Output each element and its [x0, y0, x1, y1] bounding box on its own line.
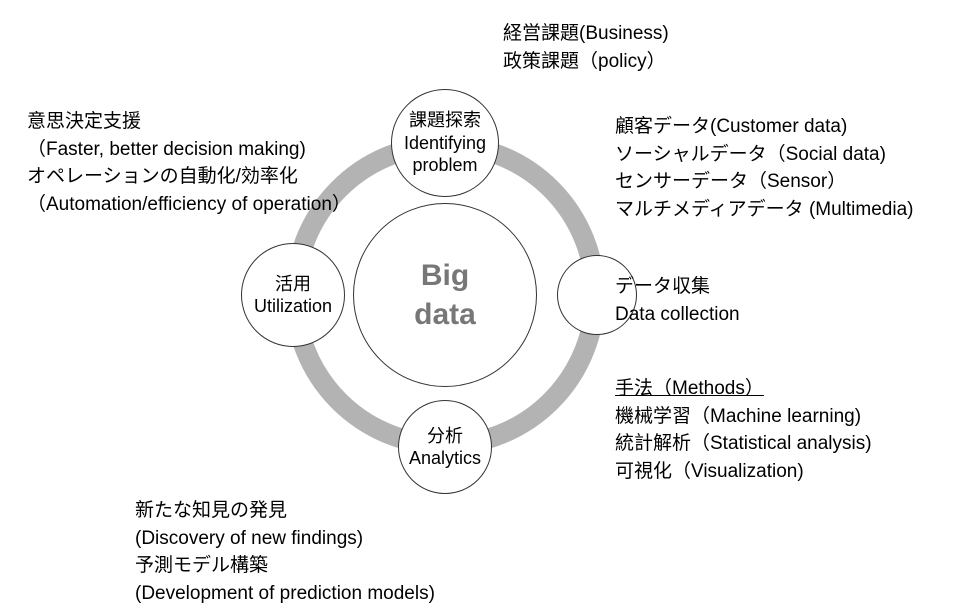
- node-top-line3: problem: [412, 154, 477, 177]
- annot-methods: 手法（Methods）機械学習（Machine learning)統計解析（St…: [615, 375, 872, 485]
- annot-line: 機械学習（Machine learning): [615, 403, 872, 431]
- annot-line: センサーデータ（Sensor）: [615, 168, 913, 196]
- node-top-line2: Identifying: [404, 132, 486, 155]
- node-utilization: 活用 Utilization: [241, 243, 345, 347]
- annot-line: 意思決定支援: [27, 108, 351, 136]
- node-data-collection-label: データ収集 Data collection: [615, 273, 740, 328]
- node-identifying-problem: 課題探索 Identifying problem: [391, 89, 499, 197]
- node-analytics: 分析 Analytics: [398, 400, 492, 494]
- annot-line: 政策課題（policy）: [503, 48, 669, 76]
- annot-line: (Discovery of new findings): [135, 525, 435, 553]
- annot-data-types: 顧客データ(Customer data)ソーシャルデータ（Social data…: [615, 113, 913, 223]
- annot-line: 可視化（Visualization): [615, 458, 872, 486]
- node-left-line2: Utilization: [254, 295, 332, 318]
- annot-line: 手法（Methods）: [615, 375, 872, 403]
- annot-findings-models: 新たな知見の発見(Discovery of new findings)予測モデル…: [135, 497, 435, 607]
- node-bottom-line2: Analytics: [409, 447, 481, 470]
- annot-line: (Development of prediction models): [135, 580, 435, 608]
- annot-line: 経営課題(Business): [503, 20, 669, 48]
- annot-business-policy: 経営課題(Business)政策課題（policy）: [503, 20, 669, 75]
- annot-line: 新たな知見の発見: [135, 497, 435, 525]
- annot-line: （Faster, better decision making): [27, 136, 351, 164]
- center-label-1: Big: [421, 256, 469, 295]
- annot-line: （Automation/efficiency of operation）: [27, 191, 351, 219]
- node-left-line1: 活用: [275, 273, 311, 296]
- right-label-2: Data collection: [615, 301, 740, 329]
- annot-decision-automation: 意思決定支援（Faster, better decision making)オペ…: [27, 108, 351, 218]
- node-top-line1: 課題探索: [409, 109, 481, 132]
- annot-line: ソーシャルデータ（Social data): [615, 141, 913, 169]
- annot-line: 予測モデル構築: [135, 552, 435, 580]
- annot-line: オペレーションの自動化/効率化: [27, 163, 351, 191]
- center-node: Big data: [353, 203, 537, 387]
- right-label-1: データ収集: [615, 273, 740, 301]
- annot-line: 顧客データ(Customer data): [615, 113, 913, 141]
- annot-line: 統計解析（Statistical analysis): [615, 430, 872, 458]
- big-data-cycle-diagram: Big data 課題探索 Identifying problem データ収集 …: [0, 0, 960, 613]
- annot-line: マルチメディアデータ (Multimedia): [615, 196, 913, 224]
- node-bottom-line1: 分析: [427, 425, 463, 448]
- center-label-2: data: [414, 295, 476, 334]
